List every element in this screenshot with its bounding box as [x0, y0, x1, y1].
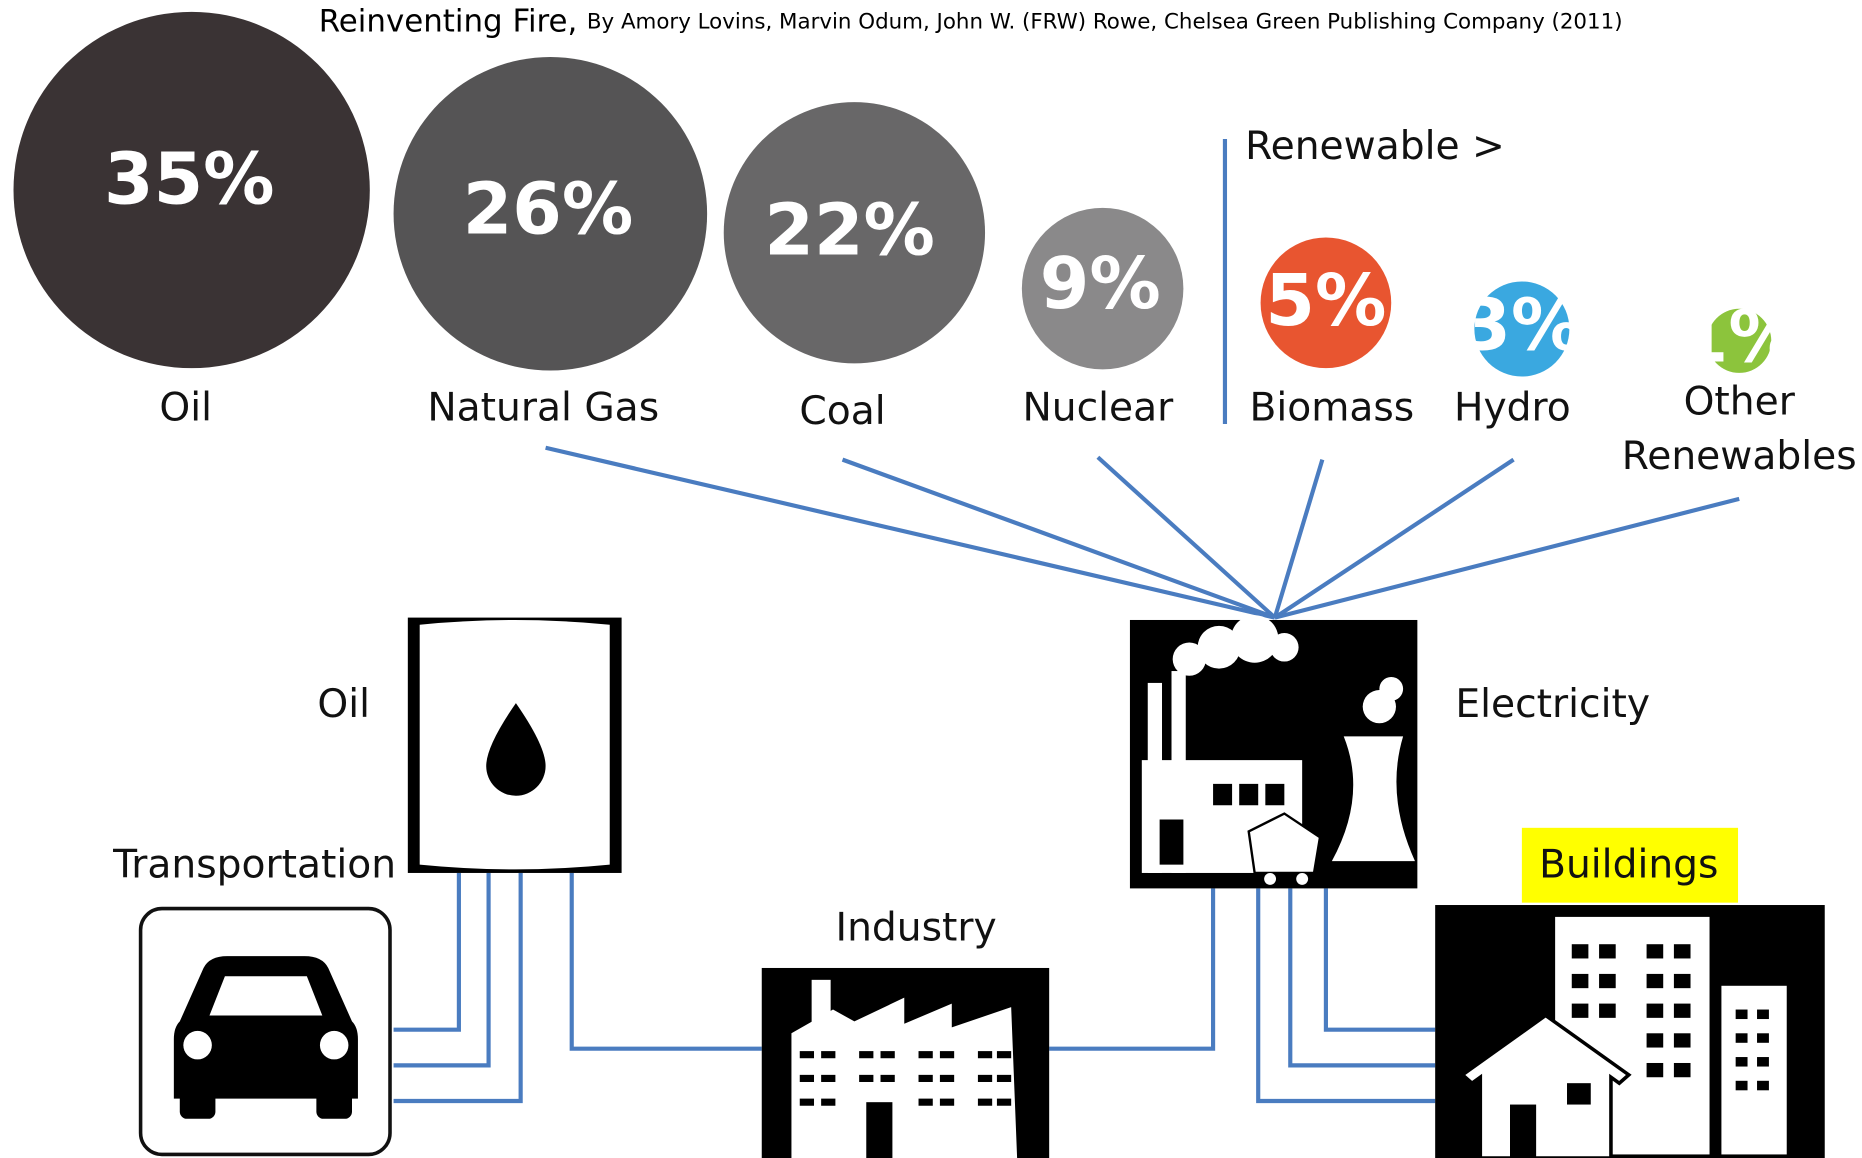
title: Reinventing Fire, [319, 3, 578, 39]
source-label: Oil [159, 385, 212, 430]
use-connectors [393, 872, 1436, 1104]
car-icon [138, 906, 392, 1157]
oil-barrel-icon [407, 617, 622, 873]
source-connectors [545, 445, 1740, 620]
percent: 35% [104, 138, 275, 221]
connector [1273, 457, 1515, 620]
circle-gas [393, 57, 708, 371]
source-label: Biomass [1249, 385, 1414, 430]
connector [1256, 888, 1436, 1104]
circle-other [1707, 308, 1772, 373]
connector [393, 872, 491, 1068]
buildings-icon [1435, 905, 1825, 1158]
renewable-marker: Renewable > [1245, 124, 1505, 169]
connector [1049, 888, 1216, 1051]
source-label: Coal [799, 389, 885, 434]
carrier-label: Electricity [1455, 682, 1650, 727]
use-label: Industry [836, 905, 997, 950]
byline: By Amory Lovins, Marvin Odum, John W. (F… [587, 10, 1623, 35]
percent: 5% [1265, 259, 1386, 342]
percent: 22% [764, 189, 935, 272]
circle-biomass [1260, 237, 1392, 369]
power-plant-icon [1129, 615, 1418, 889]
connector [1274, 496, 1740, 620]
source-label: Natural Gas [427, 385, 659, 430]
connector [1096, 455, 1277, 620]
source-label: Nuclear [1022, 385, 1174, 430]
percent: 26% [463, 167, 634, 250]
use-label: Transportation [112, 843, 396, 888]
circle-nuclear [1021, 207, 1184, 370]
connector [841, 457, 1276, 620]
title-line: Reinventing Fire, By Amory Lovins, Marvin… [319, 3, 1623, 39]
percent: 3% [1461, 284, 1582, 367]
source-label: Other [1684, 379, 1796, 424]
connector [1272, 459, 1325, 619]
connector [393, 872, 523, 1104]
connector [1288, 888, 1436, 1068]
use-label: Buildings [1539, 843, 1718, 888]
percent: 1% [1679, 296, 1800, 379]
source-label: Renewables [1622, 434, 1857, 479]
connector [545, 445, 1276, 620]
connector [1323, 888, 1436, 1032]
circle-coal [723, 102, 986, 364]
source-label: Hydro [1454, 385, 1571, 430]
circle-oil [13, 11, 370, 369]
factory-icon [761, 967, 1050, 1158]
connector [569, 872, 762, 1051]
connector [393, 872, 461, 1032]
highlight [1521, 827, 1739, 903]
source-circles: 35% 26% 22% 9% 5% 3% 1% [13, 11, 1800, 379]
carrier-label: Oil [317, 682, 370, 727]
circle-hydro [1474, 281, 1570, 377]
percent: 9% [1040, 242, 1161, 325]
